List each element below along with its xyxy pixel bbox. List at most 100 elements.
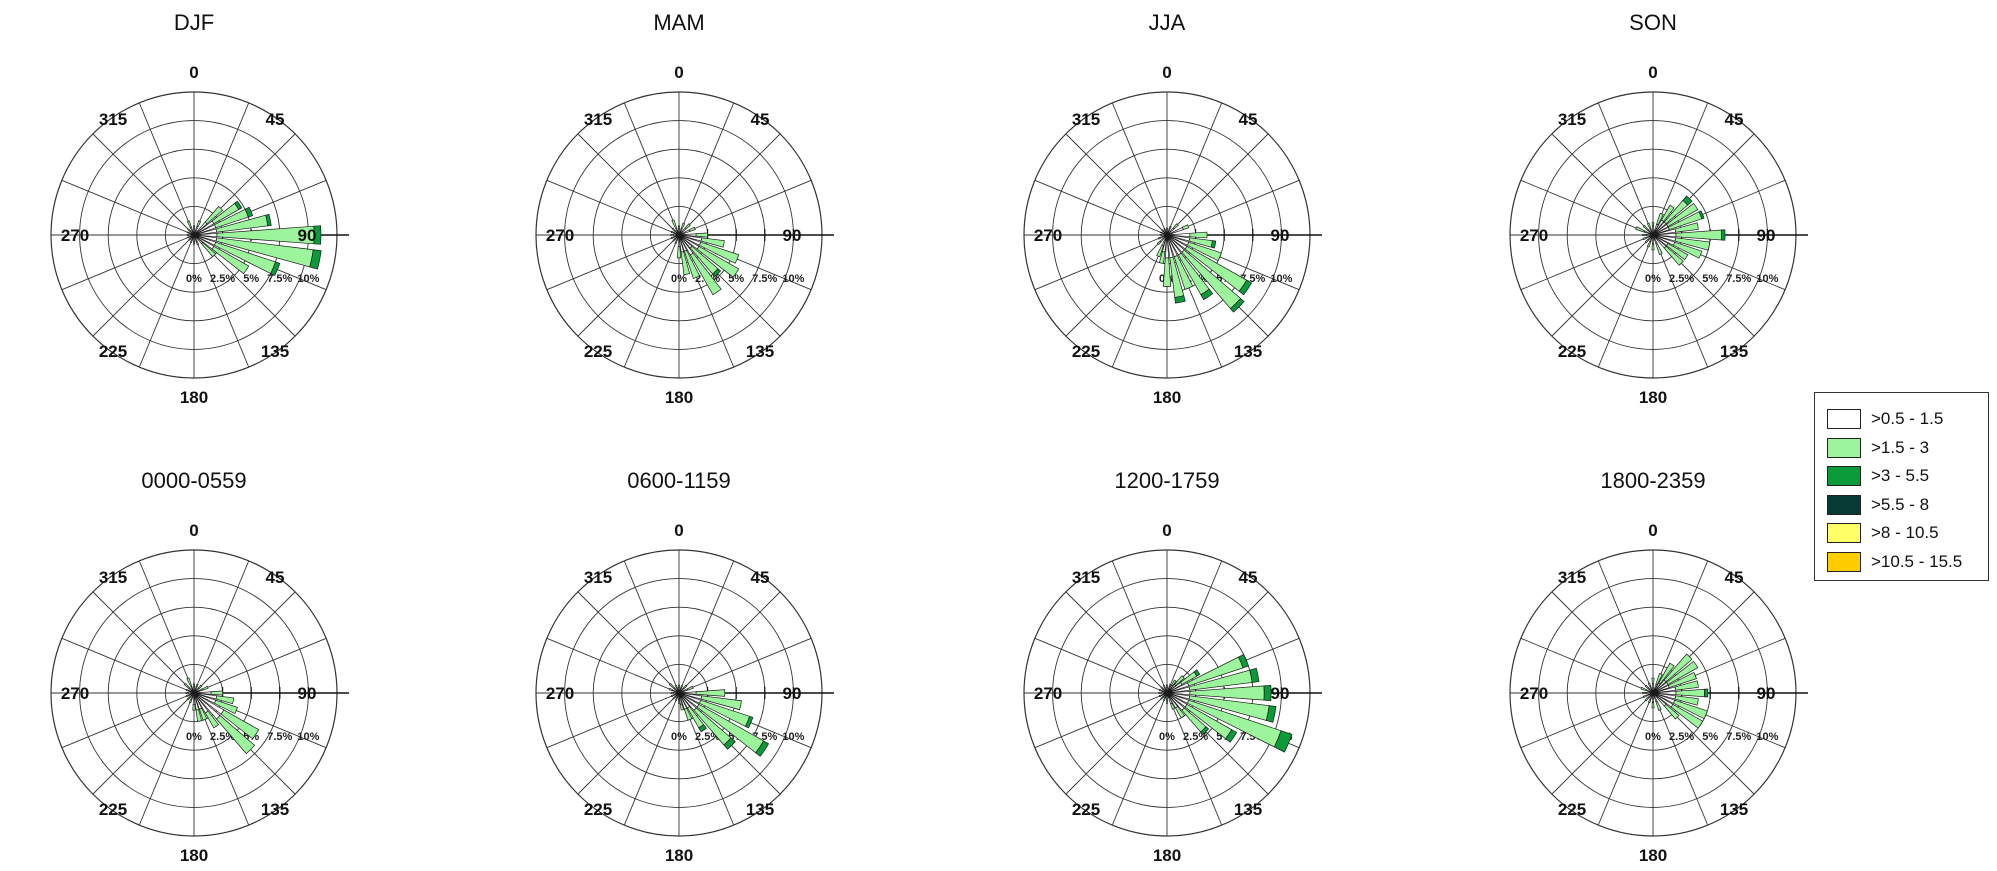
rose-petal-segment [1156,244,1164,258]
rose-petal-segment [313,225,322,245]
grid-spoke [1597,102,1654,236]
grid-spoke [1597,692,1654,826]
rose-petal-segment [695,689,726,697]
grid-spoke [61,234,195,291]
rose-petal-segment [1655,242,1663,255]
rose-petal-segment [192,241,196,245]
windrose-panel: DJF 0% 2.5% 5% 7.5% 10% 0 45 90 135 180 225 270 315 [50,10,349,407]
rose-petal-segment [1174,706,1186,719]
rose-petal-segment [185,692,189,694]
rose-petal-segment [186,677,193,688]
grid-spoke [1652,692,1709,826]
radial-tick-label: 10% [1756,273,1778,285]
grid-spoke [1652,102,1709,236]
rose-petal-segment [1672,241,1703,259]
radial-tick-label: 0% [1159,731,1175,743]
grid-spoke [546,179,680,236]
grid-spoke [61,637,195,694]
radial-tick-label: 5% [1702,731,1718,743]
rose-petal-segment [1647,698,1652,704]
legend-item: >5.5 - 8 [1827,491,1988,520]
grid-spoke [678,102,735,236]
direction-label: 180 [180,388,208,407]
rose-petal-segment [196,220,202,228]
rose-petal-segment [1158,688,1163,692]
legend-swatch [1827,494,1861,515]
legend-label: >1.5 - 3 [1871,437,1930,457]
grid-spoke [193,234,250,368]
grid-spoke [1520,234,1654,291]
rose-petal-segment [198,707,208,721]
grid-spoke [138,234,195,368]
rose-petal-segment [1640,686,1648,692]
direction-label: 90 [783,226,802,245]
rose-petal-segment [674,684,678,689]
grid-spoke [678,560,735,694]
rose-petal-segment [309,249,322,270]
direction-label: 45 [1239,568,1258,587]
direction-label: 0 [1162,521,1171,540]
direction-label: 270 [61,226,89,245]
legend-item: >3 - 5.5 [1827,462,1988,491]
rose-petal-segment [1682,195,1693,206]
panel-title: 1200-1759 [1114,468,1219,493]
direction-label: 270 [546,684,574,703]
rose-petal-segment [1674,237,1711,251]
rose-petal-segment [186,220,192,229]
grid-spoke [1111,234,1168,368]
rose-petal-segment [201,685,209,691]
rose-petal-segment [1675,688,1705,698]
rose-petal-segment [1644,696,1650,702]
radial-tick-label: 7.5% [752,273,777,285]
direction-label: 0 [189,521,198,540]
legend-label: >10.5 - 15.5 [1871,551,1963,571]
rose-petal-segment [1173,254,1194,290]
radial-tick-label: 10% [297,273,319,285]
direction-label: 315 [1558,110,1586,129]
rose-petal-segment [698,241,740,264]
rose-petal-segment [1655,700,1662,711]
rose-petal-segment [1172,223,1179,230]
grid-spoke [193,637,327,694]
rose-petal-segment [680,684,684,689]
grid-spoke [1520,637,1654,694]
rose-petal-segment [700,695,742,711]
rose-petal-segment [1200,726,1210,736]
rose-petal-segment [678,684,680,688]
radial-tick-label: 10% [297,731,319,743]
legend-item: >10.5 - 15.5 [1827,548,1988,577]
rose-petal-segment [683,707,693,721]
rose-petal-segment [688,226,696,232]
direction-label: 0 [674,521,683,540]
panel-title: DJF [174,10,214,35]
rose-petal-segment [185,694,190,698]
rose-petal-segment [1667,671,1697,689]
radial-tick-label: 10% [1756,731,1778,743]
grid-spoke [1597,234,1654,368]
rose-petal-segment [186,696,191,701]
rose-petal-segment [1225,729,1238,743]
windrose-panel: 0600-11590%2.5%5%7.5%10%0459013518022527… [535,468,834,865]
windrose-panel: 1800-2359 0% 2.5% 5% 7.5% 10% 0 45 90 135 180 225 27… [1509,468,1808,865]
rose-petal-segment [183,682,191,690]
rose-petal-segment [1238,279,1253,296]
direction-label: 225 [99,800,127,819]
direction-label: 90 [783,684,802,703]
grid-spoke [1166,591,1269,694]
legend-label: >8 - 10.5 [1871,523,1939,543]
grid-spoke [193,102,250,236]
legend-item: >1.5 - 3 [1827,434,1988,463]
rose-petal-segment [1161,229,1164,232]
rose-petal-segment [1162,684,1166,689]
rose-petal-segment [696,245,740,278]
rose-petal-segment [1651,243,1655,251]
rose-petal-segment [1674,680,1699,691]
rose-petal-segment [1158,692,1162,694]
rose-petal-segment [674,697,678,702]
radial-tick-label: 5% [243,273,259,285]
direction-label: 0 [1162,63,1171,82]
grid-spoke [1551,692,1654,795]
grid-spoke [678,637,812,694]
rose-petal-segment [1674,222,1699,233]
